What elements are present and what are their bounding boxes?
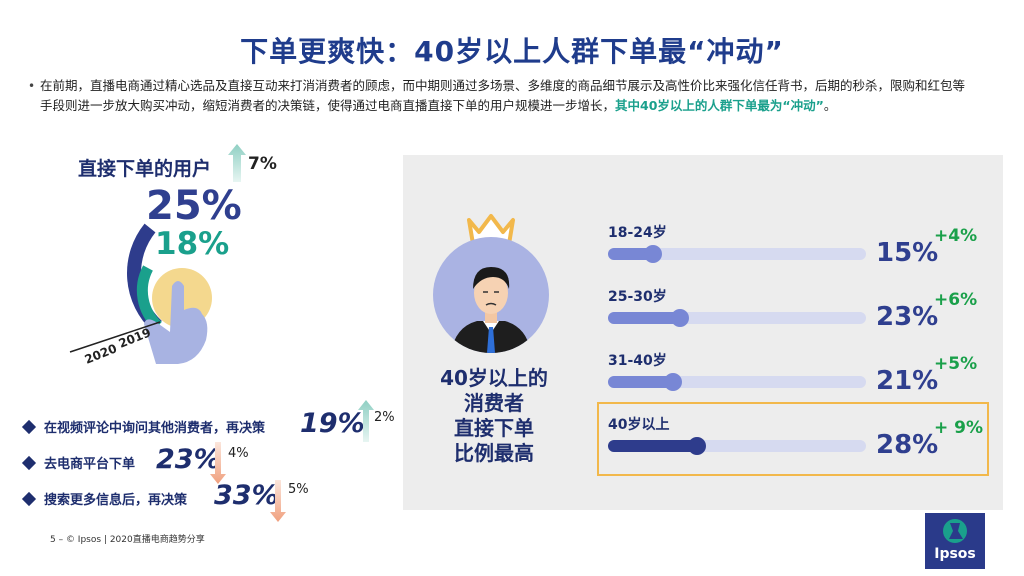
panel-caption: 40岁以上的 消费者 直接下单 比例最高 (419, 366, 569, 466)
bar-value-label: 28% (876, 430, 939, 460)
bullet-dot: • (28, 79, 36, 93)
diamond-icon (21, 491, 37, 507)
bar-category-label: 18-24岁 (608, 225, 667, 241)
bar-knob (688, 437, 706, 455)
list-item-value: 33% (214, 480, 279, 511)
intro-highlight: 其中40岁以上的人群下单最为“冲动” (615, 98, 824, 113)
bar-category-label: 40岁以上 (608, 417, 670, 433)
man-icon (451, 267, 531, 353)
bar-fill (608, 376, 678, 388)
bar-category-label: 25-30岁 (608, 289, 667, 305)
intro-text: 在前期，直播电商通过精心选品及直接互动来打消消费者的顾虑，而中期则通过多场景、多… (40, 78, 966, 113)
direct-order-change: 7% (248, 154, 277, 174)
bar-change-label: + 9% (934, 418, 984, 438)
caption-line: 40岁以上的 (440, 366, 548, 390)
caption-line: 消费者 (464, 391, 524, 415)
donut-chart (69, 223, 212, 364)
caption-line: 比例最高 (454, 441, 534, 465)
intro-end: 。 (823, 98, 837, 113)
highlight-box (597, 402, 989, 476)
footer-text: 5 – © Ipsos | 2020直播电商趋势分享 (50, 535, 205, 545)
list-item: 在视频评论中询问其他消费者，再决策 19% 2% (21, 400, 395, 446)
axis-line (69, 321, 161, 353)
list-item-value: 19% (300, 408, 365, 439)
up-arrow-icon (358, 400, 374, 442)
diamond-icon (21, 419, 37, 435)
list-item-label: 搜索更多信息后，再决策 (44, 493, 188, 508)
logo-text: Ipsos (934, 546, 976, 562)
list-item-change: 2% (374, 410, 395, 425)
list-item: 去电商平台下单 23% 4% (21, 442, 384, 484)
bar-fill (608, 440, 702, 452)
diamond-icon (21, 455, 37, 471)
value-2020: 25% (146, 183, 242, 229)
hand-icon (144, 281, 208, 364)
bar-knob (644, 245, 662, 263)
bar-fill (608, 312, 685, 324)
bar-change-label: +4% (934, 226, 978, 246)
caption-line: 直接下单 (454, 416, 534, 440)
bar-knob (664, 373, 682, 391)
bar-value-label: 23% (876, 302, 939, 332)
list-item-change: 4% (228, 446, 249, 461)
bar-track (608, 248, 866, 260)
list-item-label: 在视频评论中询问其他消费者，再决策 (44, 421, 266, 436)
bar-category-label: 31-40岁 (608, 353, 667, 369)
list-item-value: 23% (156, 444, 221, 475)
logo-mark-icon (943, 519, 967, 543)
list-item-change: 5% (288, 482, 309, 497)
list-item: 搜索更多信息后，再决策 33% 5% (21, 480, 384, 522)
bar-knob (671, 309, 689, 327)
bar-change-label: +5% (934, 354, 978, 374)
consumer-avatar (433, 237, 549, 353)
direct-order-subtitle: 直接下单的用户 (78, 158, 212, 180)
bar-value-label: 21% (876, 366, 939, 396)
down-arrow-icon (210, 442, 226, 484)
list-item-label: 去电商平台下单 (44, 457, 136, 472)
page-title: 下单更爽快：40岁以上人群下单最“冲动” (240, 35, 784, 68)
down-arrow-icon (270, 480, 286, 522)
intro-paragraph: • 在前期，直播电商通过精心选品及直接互动来打消消费者的顾虑，而中期则通过多场景… (28, 76, 970, 116)
up-arrow-icon (228, 144, 246, 182)
bar-change-label: +6% (934, 290, 978, 310)
bar-value-label: 15% (876, 238, 939, 268)
value-2019: 18% (155, 226, 230, 262)
ipsos-logo: Ipsos (925, 513, 985, 569)
